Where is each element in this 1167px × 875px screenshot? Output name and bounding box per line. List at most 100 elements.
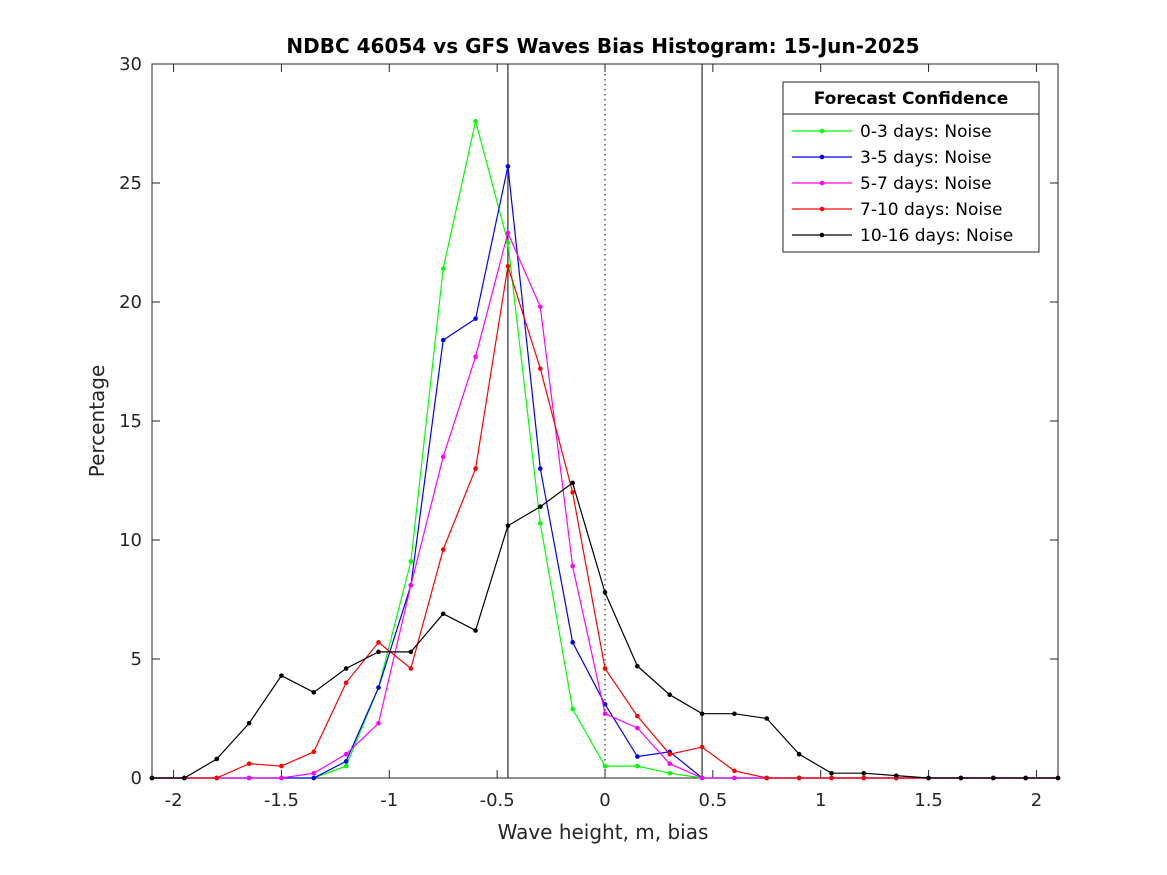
data-point [343, 763, 349, 769]
data-point [796, 775, 802, 781]
data-point [473, 354, 478, 360]
data-point [796, 751, 802, 757]
data-point [699, 775, 705, 781]
data-point [311, 770, 317, 776]
y-axis-label: Percentage [85, 365, 109, 478]
legend-swatch-marker [819, 154, 825, 160]
data-point [473, 118, 478, 124]
data-point [376, 720, 381, 726]
data-point [408, 582, 414, 588]
data-point [732, 711, 737, 717]
y-tick-label: 30 [119, 54, 142, 75]
x-tick-label: -1 [380, 790, 398, 811]
data-point [343, 666, 349, 671]
data-point [764, 716, 770, 721]
x-tick-label: -1.5 [264, 790, 299, 811]
legend-box [782, 81, 1040, 253]
data-point [343, 759, 349, 764]
y-tick-label: 0 [131, 768, 142, 789]
data-point [570, 563, 575, 569]
data-point [926, 775, 931, 781]
data-point [667, 770, 673, 776]
legend-title: Forecast Confidence [814, 89, 1009, 109]
data-point [440, 547, 446, 552]
data-point [279, 763, 284, 769]
data-point [311, 749, 317, 755]
data-point [699, 711, 705, 717]
data-point [570, 706, 575, 712]
data-point [990, 775, 996, 781]
data-point [246, 775, 252, 781]
legend-entry-0: 0-3 days: Noise [792, 122, 992, 142]
data-point [602, 763, 608, 769]
data-point [408, 649, 414, 655]
data-point [893, 773, 899, 778]
data-point [667, 761, 673, 767]
x-tick-label: -0.5 [480, 790, 515, 811]
data-point [635, 713, 640, 719]
data-point [473, 466, 478, 471]
legend-label: 0-3 days: Noise [860, 122, 992, 142]
data-point [343, 680, 349, 686]
data-point [246, 761, 252, 767]
data-point [311, 775, 317, 781]
chart-title: NDBC 46054 vs GFS Waves Bias Histogram: … [286, 34, 919, 58]
x-tick-label: 0 [599, 790, 610, 811]
legend-entry-3: 7-10 days: Noise [792, 200, 1002, 220]
data-point [408, 666, 414, 671]
data-point [279, 673, 284, 678]
data-point [829, 775, 834, 781]
data-point [311, 690, 317, 695]
data-point [246, 720, 252, 726]
data-point [214, 775, 220, 781]
legend-label: 10-16 days: Noise [860, 226, 1013, 246]
y-tick-label: 20 [119, 292, 142, 313]
data-point [958, 775, 964, 781]
series-4 [149, 480, 1061, 781]
data-point [279, 775, 284, 781]
data-point [861, 775, 867, 781]
data-point [376, 685, 381, 690]
y-tick-label: 5 [131, 649, 142, 670]
y-axis-ticks: 0 5 10 15 20 25 30 [119, 54, 1058, 789]
data-point [376, 640, 381, 645]
data-point [473, 316, 478, 321]
legend-label: 3-5 days: Noise [860, 148, 992, 168]
series-group [149, 118, 1061, 781]
x-tick-label: 0.5 [699, 790, 728, 811]
data-point [537, 504, 543, 509]
data-point [570, 490, 575, 495]
legend-swatch-marker [819, 180, 825, 186]
data-point [570, 640, 575, 645]
data-point [732, 768, 737, 774]
data-point [667, 692, 673, 697]
data-point [764, 775, 770, 781]
data-point [635, 725, 640, 731]
data-point [602, 590, 608, 595]
data-point [829, 770, 834, 776]
data-point [505, 523, 511, 529]
data-point [699, 744, 705, 750]
data-point [505, 164, 511, 169]
y-tick-label: 25 [119, 173, 142, 194]
x-axis-label: Wave height, m, bias [498, 820, 709, 844]
y-tick-label: 10 [119, 530, 142, 551]
data-point [408, 559, 414, 564]
data-point [376, 649, 381, 655]
data-point [635, 754, 640, 759]
data-point [1023, 775, 1028, 781]
data-point [214, 756, 220, 762]
data-point [505, 230, 511, 236]
data-point [861, 770, 867, 776]
legend-label: 7-10 days: Noise [860, 200, 1002, 220]
data-point [182, 775, 187, 781]
legend-swatch-marker [819, 128, 825, 134]
data-point [732, 775, 737, 781]
data-point [149, 775, 155, 781]
x-tick-label: 1 [815, 790, 826, 811]
x-tick-label: 1.5 [914, 790, 943, 811]
data-point [667, 751, 673, 757]
legend-swatch-marker [819, 232, 825, 238]
data-point [1055, 775, 1061, 781]
